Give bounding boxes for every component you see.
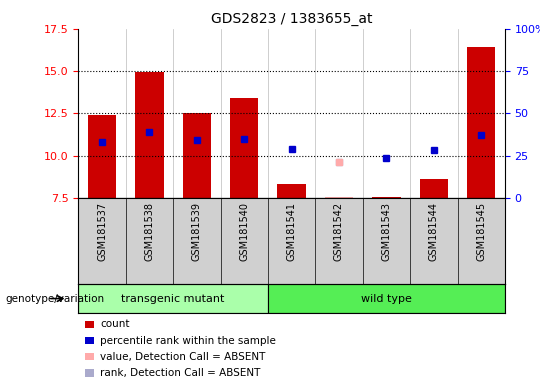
Bar [85,321,94,328]
Text: transgenic mutant: transgenic mutant [122,293,225,304]
Title: GDS2823 / 1383655_at: GDS2823 / 1383655_at [211,12,373,26]
Bar [85,337,94,344]
Bar [325,197,353,198]
Text: rank, Detection Call = ABSENT: rank, Detection Call = ABSENT [100,368,260,378]
Text: percentile rank within the sample: percentile rank within the sample [100,336,276,346]
Text: GSM181542: GSM181542 [334,202,344,261]
Bar [78,284,268,313]
Text: GSM181537: GSM181537 [97,202,107,261]
Text: GSM181538: GSM181538 [144,202,154,261]
Text: GSM181539: GSM181539 [192,202,202,261]
Text: wild type: wild type [361,293,412,304]
Bar [183,113,211,198]
Bar [135,72,164,198]
Bar [420,179,448,198]
Text: GSM181545: GSM181545 [476,202,486,261]
Text: GSM181544: GSM181544 [429,202,439,261]
Bar [278,184,306,198]
Bar [85,369,94,377]
Text: GSM181543: GSM181543 [381,202,391,261]
Text: genotype/variation: genotype/variation [5,293,105,304]
Text: value, Detection Call = ABSENT: value, Detection Call = ABSENT [100,352,265,362]
Text: count: count [100,319,130,329]
Bar [467,47,495,198]
Bar [372,197,401,198]
Text: GSM181540: GSM181540 [239,202,249,261]
Text: GSM181541: GSM181541 [287,202,296,261]
Bar [268,284,505,313]
Bar [88,115,116,198]
Bar [230,98,259,198]
Bar [85,353,94,361]
